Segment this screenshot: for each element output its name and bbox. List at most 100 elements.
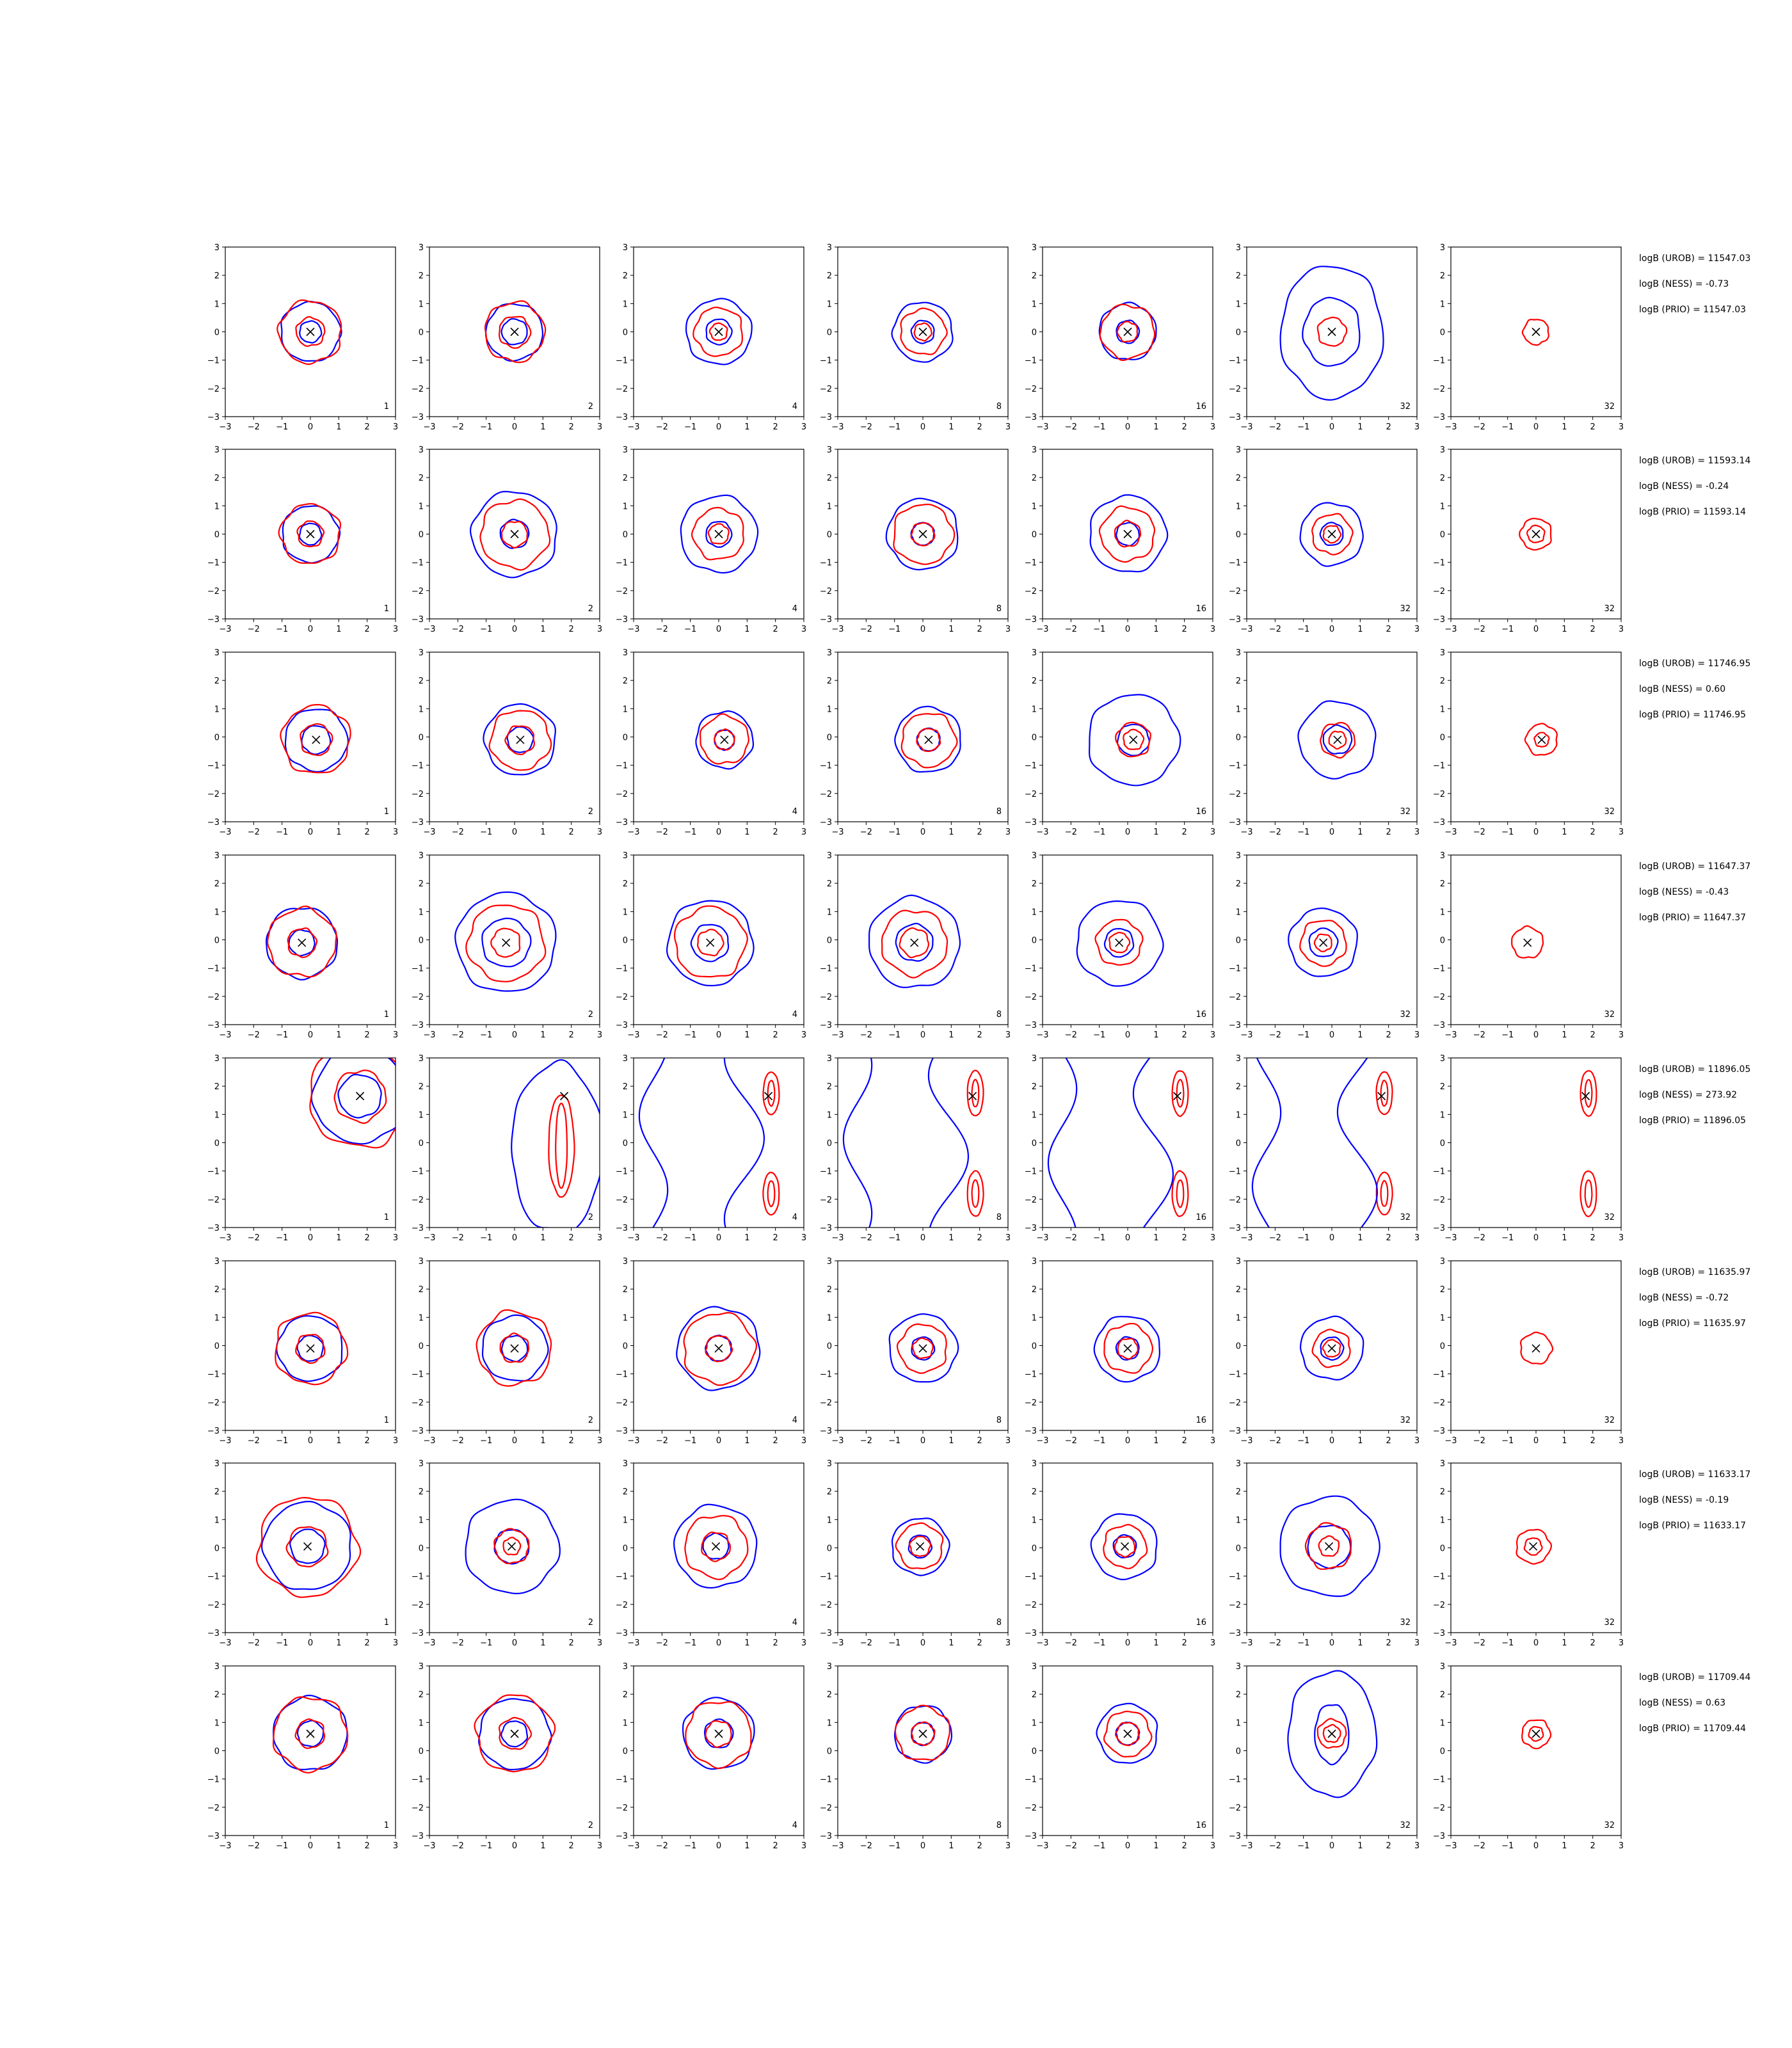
x-tick-label: 0 [308, 625, 313, 634]
x-tick-label: −3 [627, 1233, 639, 1243]
y-tick-label: 2 [1236, 474, 1241, 483]
y-tick-label: −3 [1433, 413, 1445, 422]
x-tick-label: 1 [1153, 1638, 1158, 1648]
inner-contour [881, 909, 948, 979]
axes-frame [633, 1665, 804, 1836]
inner-contour [1116, 321, 1139, 343]
inner-contour [294, 1718, 326, 1749]
log-bayes-stat: logB (NESS) = 0.60 [1639, 684, 1725, 694]
y-tick-label: 2 [827, 1487, 832, 1497]
x-tick-label: 1 [744, 422, 749, 432]
x-tick-label: −3 [831, 1436, 844, 1446]
x-tick-label: 1 [1562, 625, 1567, 634]
log-bayes-stat: logB (PRIO) = 11593.14 [1639, 507, 1746, 517]
inner-contour [1299, 920, 1347, 967]
y-tick-label: 3 [1440, 1662, 1445, 1672]
x-tick-label: 0 [716, 625, 721, 634]
y-tick-label: 3 [214, 1257, 220, 1267]
panel-contours [1090, 1513, 1158, 1581]
x-tick-label: 1 [336, 1233, 341, 1243]
y-tick-label: −3 [1433, 1224, 1445, 1233]
iteration-label: 16 [1196, 1010, 1206, 1020]
iteration-label: 1 [384, 402, 389, 412]
inner-contour [1316, 1718, 1347, 1749]
x-tick-label: −2 [452, 1841, 464, 1851]
x-tick-label: 1 [1357, 1436, 1363, 1446]
y-tick-label: 0 [1236, 733, 1241, 743]
iteration-label: 1 [384, 1821, 389, 1830]
panel-contours [454, 891, 557, 992]
y-tick-label: −2 [412, 1804, 424, 1813]
x-tick-label: −2 [1065, 625, 1077, 634]
y-tick-label: −3 [412, 1832, 424, 1841]
x-tick-label: 0 [1533, 1841, 1539, 1851]
inner-contour [1320, 722, 1356, 759]
panel-r1-c0: −3−3 −2 −2 −1 −1 0 0 1 1 2 2 3 3 1 [207, 445, 398, 634]
x-tick-label: 3 [1619, 1436, 1624, 1446]
x-tick-label: −2 [860, 1233, 872, 1243]
x-marker [1129, 735, 1138, 744]
y-tick-label: 1 [419, 1516, 424, 1525]
inner-contour [683, 1311, 758, 1386]
x-tick-label: −2 [452, 1436, 464, 1446]
outer-contour [511, 1059, 600, 1228]
y-tick-label: −2 [1433, 1398, 1445, 1408]
outer-contour [894, 705, 961, 773]
x-tick-label: 2 [1182, 625, 1187, 634]
y-tick-label: 1 [1236, 1718, 1241, 1728]
x-marker [356, 1092, 365, 1101]
x-tick-label: 2 [1590, 1233, 1596, 1243]
y-tick-label: −3 [207, 1427, 220, 1436]
x-tick-label: 2 [773, 422, 778, 432]
outer-contour [1103, 928, 1135, 958]
y-tick-label: 3 [1236, 648, 1241, 658]
y-tick-label: 1 [1236, 1110, 1241, 1120]
x-marker [1532, 529, 1540, 539]
y-tick-label: −1 [412, 356, 424, 366]
x-tick-label: −1 [1093, 828, 1105, 837]
inner-contour [1584, 1079, 1593, 1108]
outer-contour [682, 1697, 755, 1770]
x-marker [1123, 529, 1132, 539]
y-tick-label: −3 [1025, 818, 1037, 828]
x-tick-label: −2 [1065, 422, 1077, 432]
x-marker [1115, 938, 1124, 947]
outer-contour [1288, 907, 1358, 977]
y-tick-label: −2 [616, 385, 628, 394]
y-tick-label: −2 [412, 790, 424, 799]
y-tick-label: 2 [1236, 1487, 1241, 1497]
panel-r5-c3: −3−3 −2 −2 −1 −1 0 0 1 1 2 2 3 3 8 [820, 1257, 1011, 1446]
inner-contour [1114, 519, 1142, 548]
iteration-label: 16 [1196, 402, 1206, 412]
log-bayes-stat: logB (PRIO) = 11746.95 [1639, 710, 1746, 720]
x-tick-label: 3 [1005, 828, 1011, 837]
x-tick-label: −3 [1444, 1030, 1457, 1040]
y-tick-label: −2 [1025, 587, 1037, 596]
y-tick-label: 0 [827, 1747, 832, 1757]
iteration-label: 32 [1604, 604, 1615, 614]
iteration-label: 16 [1196, 1618, 1206, 1628]
inner-contour [899, 927, 929, 959]
iteration-label: 1 [384, 1213, 389, 1222]
panel-r7-c1: −3−3 −2 −2 −1 −1 0 0 1 1 2 2 3 3 2 [412, 1662, 602, 1851]
iteration-label: 32 [1604, 1416, 1615, 1425]
inner-contour [1114, 1535, 1135, 1558]
outer-contour [465, 1498, 561, 1595]
y-tick-label: 0 [1032, 1747, 1037, 1757]
outer-contour [289, 1528, 326, 1564]
outer-contour [1090, 1513, 1158, 1581]
outer-contour [1299, 502, 1364, 567]
x-tick-label: −2 [656, 1841, 668, 1851]
x-tick-label: 1 [336, 1436, 341, 1446]
x-tick-label: 0 [1125, 1030, 1130, 1040]
y-tick-label: 2 [1440, 1690, 1445, 1700]
y-tick-label: −2 [207, 385, 220, 394]
panel-r4-c2: −3−3 −2 −2 −1 −1 0 0 1 1 2 2 3 3 4 [616, 1054, 806, 1243]
x-marker [714, 1344, 723, 1353]
x-tick-label: 0 [1329, 1436, 1334, 1446]
x-tick-label: −2 [1269, 828, 1281, 837]
y-tick-label: −2 [616, 993, 628, 1002]
x-tick-label: 3 [393, 1841, 398, 1851]
